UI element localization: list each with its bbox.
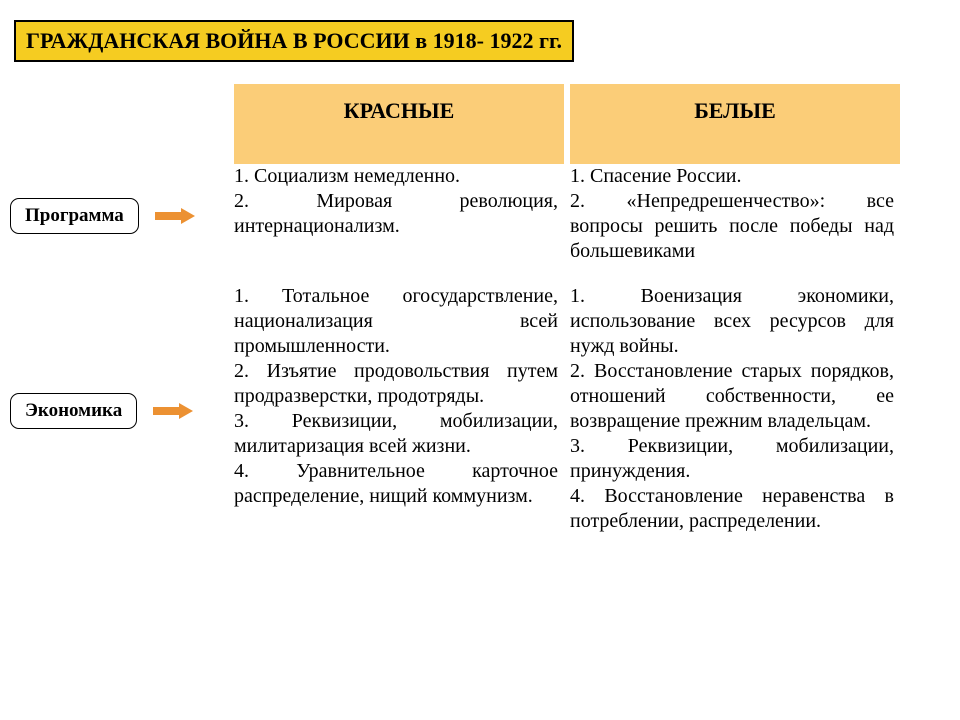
row-label-economy: Экономика xyxy=(10,389,228,429)
row-label-program: Программа xyxy=(10,164,228,264)
label-box-program: Программа xyxy=(10,198,139,234)
cell-economy-white: 1. Военизация экономики, использование в… xyxy=(570,284,900,534)
row-spacer xyxy=(10,264,228,284)
comparison-table: КРАСНЫЕ БЕЛЫЕ Программа 1. Социализм нем… xyxy=(10,84,960,534)
page-title: ГРАЖДАНСКАЯ ВОЙНА В РОССИИ в 1918- 1922 … xyxy=(14,20,574,62)
label-box-economy: Экономика xyxy=(10,393,137,429)
cell-program-red: 1. Социализм немедленно. 2. Мировая рево… xyxy=(234,164,564,264)
cell-economy-red: 1. Тотальное огосударствление, национали… xyxy=(234,284,564,534)
cell-program-white: 1. Спасение России. 2. «Непредрешенчеств… xyxy=(570,164,900,264)
column-header-white: БЕЛЫЕ xyxy=(570,84,900,164)
arrow-icon xyxy=(155,208,197,224)
column-header-red: КРАСНЫЕ xyxy=(234,84,564,164)
header-spacer xyxy=(10,84,228,164)
arrow-icon xyxy=(153,403,195,419)
